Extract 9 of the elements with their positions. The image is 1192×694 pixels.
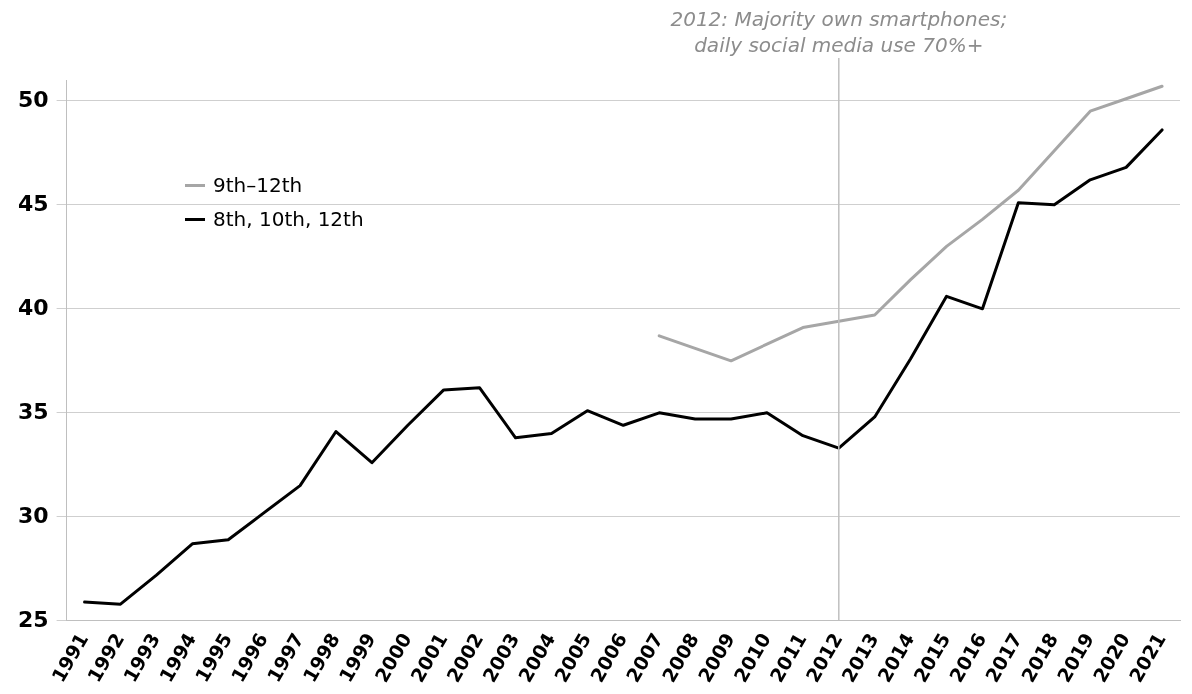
legend-label: 9th–12th [213, 173, 303, 197]
y-tick-label: 30 [17, 502, 49, 528]
y-tick-label: 40 [17, 294, 49, 320]
legend-label: 8th, 10th, 12th [213, 207, 364, 231]
y-tick-label: 25 [17, 606, 49, 632]
y-tick-label: 45 [17, 190, 49, 216]
y-tick-label: 50 [17, 86, 49, 112]
ref-line-label: 2012: Majority own smartphones; daily social media use 70%+ [670, 7, 1008, 57]
y-tick-label: 35 [17, 398, 49, 424]
